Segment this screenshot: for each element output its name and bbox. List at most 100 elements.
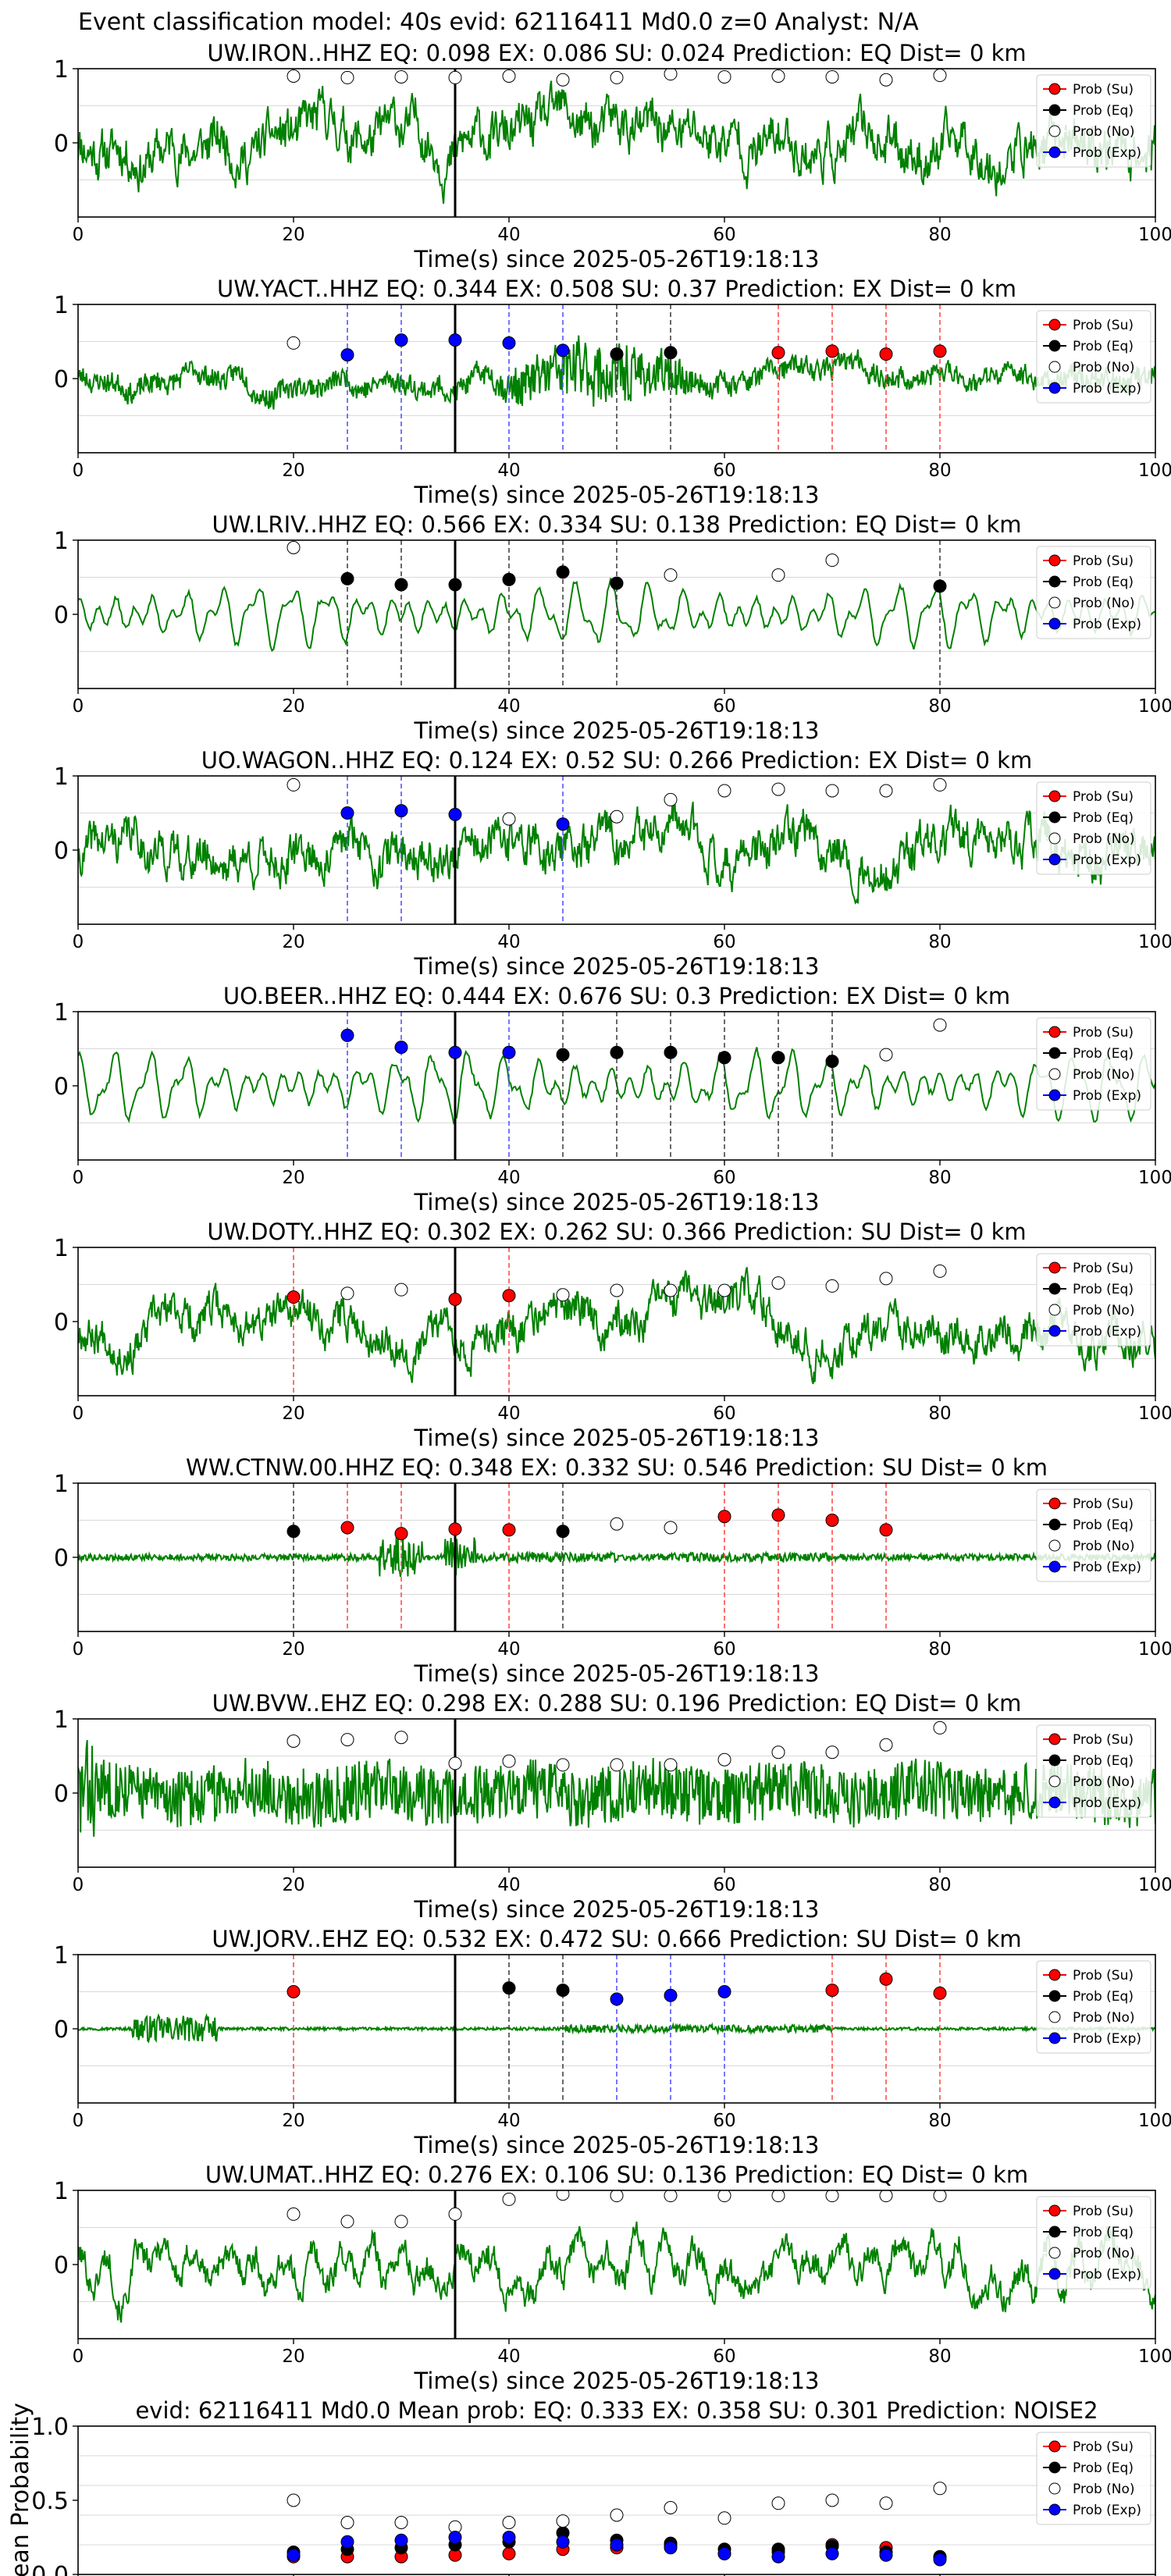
mean-probability-point — [717, 2546, 731, 2560]
legend: Prob (Su) Prob (Eq) Prob (No) Prob (Exp) — [1036, 74, 1151, 168]
legend: Prob (Su) Prob (Eq) Prob (No) Prob (Exp) — [1036, 546, 1151, 639]
legend-label: Prob (Exp) — [1073, 2031, 1141, 2047]
probability-marker — [610, 347, 624, 361]
y-tick-label: 1 — [54, 292, 69, 319]
probability-marker — [556, 817, 570, 831]
panel-title: UW.DOTY..HHZ EQ: 0.302 EX: 0.262 SU: 0.3… — [207, 1219, 1026, 1245]
probability-marker — [879, 1523, 893, 1537]
probability-marker — [502, 1289, 516, 1303]
legend-marker — [1048, 832, 1061, 845]
probability-marker — [879, 2190, 893, 2203]
y-tick-label: 1 — [54, 763, 69, 791]
probability-marker — [771, 2190, 785, 2203]
legend-label: Prob (Exp) — [1073, 2267, 1141, 2282]
probability-marker — [933, 1264, 947, 1278]
legend-label: Prob (Exp) — [1073, 381, 1141, 397]
probability-marker — [825, 553, 839, 568]
mean-probability-point — [879, 2548, 893, 2562]
probability-marker — [340, 571, 354, 585]
y-tick-label: 0 — [54, 2016, 69, 2044]
plot-area — [78, 1247, 1155, 1396]
probability-marker — [394, 1527, 408, 1541]
x-tick-label: 100 — [1138, 2111, 1171, 2131]
x-tick-label: 60 — [713, 1639, 735, 1660]
probability-marker — [340, 348, 354, 362]
probability-marker — [825, 1279, 839, 1293]
probability-marker — [825, 2190, 839, 2203]
mean-probability-point — [771, 2549, 785, 2564]
legend: Prob (Su) Prob (Eq) Prob (No) Prob (Exp) — [1036, 310, 1151, 404]
station-panel: UO.BEER..HHZ EQ: 0.444 EX: 0.676 SU: 0.3… — [54, 983, 1171, 1215]
x-tick-label: 20 — [282, 1404, 304, 1424]
probability-marker — [448, 1293, 462, 1306]
waveform-line — [78, 798, 1155, 905]
legend-label: Prob (Exp) — [1073, 1560, 1141, 1575]
probability-marker — [933, 1018, 947, 1032]
probability-marker — [771, 1276, 785, 1290]
plot-area — [78, 2190, 1155, 2339]
probability-marker — [879, 1048, 893, 1062]
mean-probability-point — [394, 2516, 408, 2529]
x-tick-label: 40 — [497, 225, 520, 245]
mean-probability-point — [502, 2546, 516, 2560]
mean-probability-point — [287, 2493, 301, 2507]
x-tick-label: 0 — [73, 932, 84, 952]
legend-label: Prob (Exp) — [1073, 617, 1141, 632]
x-tick-label: 80 — [928, 461, 951, 481]
legend-marker — [1048, 1733, 1061, 1745]
mean-probability-panel: evid: 62116411 Md0.0 Mean prob: EQ: 0.33… — [7, 2397, 1156, 2576]
probability-marker — [879, 1972, 893, 1986]
probability-marker — [556, 1288, 570, 1302]
legend-label: Prob (Exp) — [1073, 852, 1141, 868]
station-panel: UW.BVW..EHZ EQ: 0.298 EX: 0.288 SU: 0.19… — [54, 1690, 1171, 1923]
x-tick-label: 100 — [1138, 932, 1171, 952]
plot-area — [78, 1012, 1155, 1160]
y-tick-label: 1 — [54, 528, 69, 555]
probability-marker — [448, 1522, 462, 1536]
legend-marker — [1048, 1969, 1061, 1981]
legend-marker — [1048, 1283, 1061, 1295]
legend-marker — [1048, 1775, 1061, 1788]
probability-marker — [287, 1290, 301, 1304]
legend-label: Prob (Su) — [1073, 553, 1134, 569]
panel-title: UW.IRON..HHZ EQ: 0.098 EX: 0.086 SU: 0.0… — [207, 40, 1026, 66]
y-tick-label: 0 — [54, 1073, 69, 1101]
probability-marker — [610, 1992, 624, 2006]
legend-marker — [1048, 2204, 1061, 2217]
legend-box — [1036, 546, 1151, 639]
probability-marker — [771, 1508, 785, 1522]
probability-marker — [340, 1028, 354, 1042]
probability-marker — [879, 347, 893, 361]
probability-marker — [556, 565, 570, 579]
mean-probability-point — [933, 2553, 947, 2567]
panel-title: UW.JORV..EHZ EQ: 0.532 EX: 0.472 SU: 0.6… — [212, 1926, 1021, 1952]
panel-title: UW.YACT..HHZ EQ: 0.344 EX: 0.508 SU: 0.3… — [217, 276, 1016, 302]
probability-marker — [287, 1735, 301, 1748]
y-tick-label: 1 — [54, 1471, 69, 1498]
probability-marker — [825, 344, 839, 358]
legend-marker — [1048, 790, 1061, 802]
probability-marker — [556, 1984, 570, 1998]
plot-area — [78, 2455, 1155, 2567]
probability-marker — [717, 2190, 731, 2203]
probability-marker — [448, 333, 462, 347]
station-panel: UW.LRIV..HHZ EQ: 0.566 EX: 0.334 SU: 0.1… — [54, 511, 1171, 744]
probability-marker — [340, 70, 354, 84]
legend-label: Prob (No) — [1073, 831, 1135, 847]
legend-marker — [1048, 1990, 1061, 2002]
probability-marker — [610, 1283, 624, 1297]
waveform-line — [78, 1267, 1155, 1385]
probability-marker — [340, 1733, 354, 1747]
x-tick-label: 100 — [1138, 1404, 1171, 1424]
x-tick-label: 100 — [1138, 2347, 1171, 2367]
probability-marker — [287, 1525, 301, 1539]
mean-probability-point — [825, 2546, 839, 2560]
panel-title: UO.WAGON..HHZ EQ: 0.124 EX: 0.52 SU: 0.2… — [201, 747, 1032, 774]
probability-marker — [394, 1283, 408, 1297]
panel-title: UW.UMAT..HHZ EQ: 0.276 EX: 0.106 SU: 0.1… — [205, 2161, 1028, 2188]
probability-marker — [502, 812, 516, 826]
legend-marker — [1048, 596, 1061, 609]
x-tick-label: 100 — [1138, 696, 1171, 717]
x-tick-label: 40 — [497, 1404, 520, 1424]
legend-box — [1036, 1489, 1151, 1582]
